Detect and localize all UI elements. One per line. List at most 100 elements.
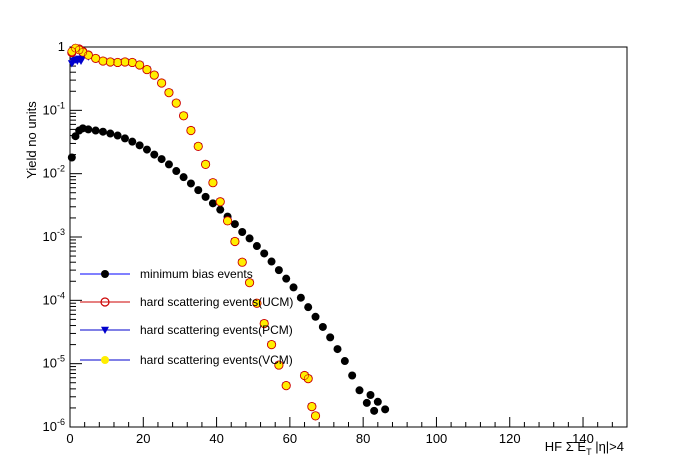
data-point-outline (78, 47, 88, 57)
data-point (142, 145, 151, 154)
data-point (186, 126, 195, 135)
data-point (150, 150, 159, 159)
data-point (348, 371, 357, 380)
x-label-part: |η|>4 (592, 439, 624, 454)
data-point-outline (267, 340, 276, 349)
data-point (208, 199, 217, 208)
data-point (201, 160, 210, 169)
data-point (373, 397, 382, 406)
data-point (216, 205, 225, 214)
plot-frame (69, 46, 628, 428)
y-tick-base: 10 (43, 356, 57, 371)
data-point (208, 178, 217, 187)
series-overlap-outline (67, 43, 320, 421)
data-point-outline (106, 57, 115, 67)
data-point-outline (98, 56, 108, 66)
data-point (238, 227, 247, 236)
data-point (307, 402, 316, 411)
data-point (366, 391, 375, 400)
data-point-outline (120, 57, 130, 67)
data-point (98, 57, 107, 66)
data-point (113, 131, 122, 140)
legend-entry: hard scattering events(VCM) (80, 353, 293, 367)
y-tick-exponent: -4 (57, 290, 65, 300)
data-point (135, 60, 144, 69)
data-point-outline (193, 142, 203, 151)
data-point (274, 266, 283, 275)
x-tick-label: 80 (356, 431, 370, 446)
series-0 (67, 124, 390, 415)
data-point (179, 173, 188, 182)
data-point (362, 398, 371, 407)
legend-label: minimum bias events (140, 267, 253, 281)
data-point (120, 57, 129, 66)
data-point (106, 57, 115, 66)
legend: minimum bias events hard scattering event… (80, 267, 293, 367)
legend-label: hard scattering events(PCM) (140, 323, 293, 337)
data-point (289, 283, 298, 292)
data-point-outline (149, 70, 159, 80)
data-point (326, 333, 335, 342)
data-point-outline (142, 65, 152, 74)
data-point (91, 126, 100, 135)
data-point (381, 405, 390, 414)
x-label-part: E (574, 439, 587, 454)
data-point (311, 312, 320, 321)
data-point (201, 192, 210, 201)
x-tick-label: 140 (572, 431, 594, 446)
data-point (260, 319, 269, 328)
series-3 (67, 44, 320, 420)
data-point-outline (201, 160, 210, 169)
y-tick-base: 1 (58, 39, 65, 54)
data-point-outline (230, 237, 240, 246)
data-point-outline (186, 126, 196, 135)
data-point (164, 160, 173, 169)
y-tick-exponent: -3 (57, 227, 65, 237)
data-point-outline (252, 298, 262, 308)
data-point-outline (259, 319, 269, 328)
data-point (84, 125, 93, 134)
x-tick-label: 40 (209, 431, 223, 446)
data-point-outline (281, 381, 291, 390)
x-axis-label: HF Σ ET |η|>4 (545, 439, 624, 457)
data-point (318, 322, 327, 331)
y-tick-label: 10-4 (43, 290, 65, 307)
x-tick-label: 120 (499, 431, 521, 446)
data-point-outline (113, 58, 122, 67)
data-point (101, 270, 109, 278)
data-point (98, 127, 107, 136)
data-point (304, 303, 313, 312)
data-point (120, 134, 129, 143)
x-label-part: Σ (566, 439, 574, 454)
data-point (252, 242, 261, 251)
data-point (157, 79, 166, 88)
x-tick-label: 100 (426, 431, 448, 446)
data-point-outline (303, 374, 313, 383)
data-point-outline (67, 47, 77, 56)
axes: 0 20 40 60 80 100 120 140110-110-210-310-410-51… (43, 39, 628, 446)
y-tick-label: 10-2 (43, 164, 65, 181)
data-point-outline (215, 197, 225, 207)
data-point-outline (274, 360, 284, 370)
data-point (267, 340, 276, 349)
y-axis-label: Yield no units (24, 101, 39, 179)
data-point-outline (237, 257, 247, 267)
data-point (340, 357, 349, 366)
data-point (164, 88, 173, 97)
y-tick-base: 10 (43, 229, 57, 244)
x-tick-label: 20 (136, 431, 150, 446)
legend-entry: minimum bias events (80, 267, 253, 281)
data-point (304, 374, 313, 383)
data-point (172, 167, 181, 176)
legend-entry: hard scattering events(UCM) (80, 295, 293, 309)
y-tick-base: 10 (43, 166, 57, 181)
data-point (274, 361, 283, 370)
y-tick-label: 10-3 (43, 227, 65, 244)
data-point (157, 155, 166, 164)
y-tick-label: 10-6 (43, 417, 65, 434)
data-point (186, 179, 195, 188)
y-tick-label: 10-1 (43, 100, 65, 117)
data-point-outline (179, 111, 188, 121)
data-point (311, 411, 320, 420)
